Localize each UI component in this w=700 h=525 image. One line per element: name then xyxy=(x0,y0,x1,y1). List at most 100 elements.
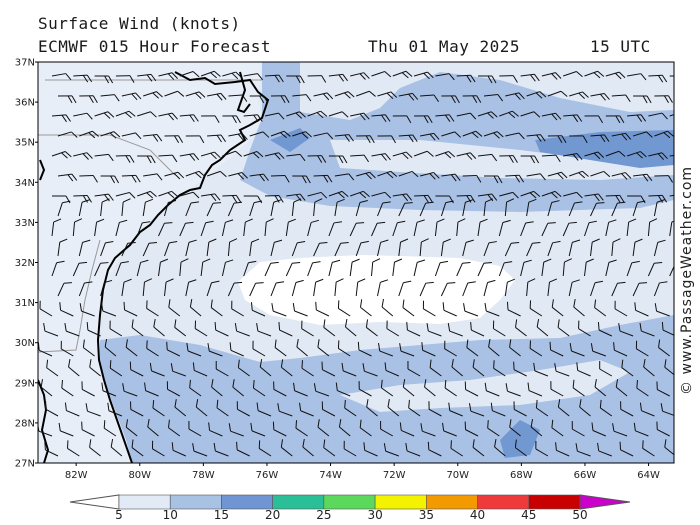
wind-barb xyxy=(103,420,117,437)
wind-barb xyxy=(462,199,474,217)
wind-barb xyxy=(398,134,418,143)
wind-barb xyxy=(419,201,434,217)
wind-barb xyxy=(158,258,169,277)
wind-barb xyxy=(110,438,123,457)
wind-barb xyxy=(334,241,349,257)
forecast-model-label: ECMWF 015 Hour Forecast xyxy=(38,37,272,56)
wind-barb xyxy=(584,220,597,237)
wind-barb xyxy=(584,115,603,124)
wind-barb xyxy=(315,301,330,317)
wind-barb xyxy=(441,131,462,138)
wind-barb xyxy=(94,218,105,237)
wind-barb xyxy=(483,241,497,257)
wind-barb xyxy=(101,302,117,317)
wind-barb xyxy=(349,258,360,277)
wind-barb xyxy=(462,281,476,297)
wind-barb xyxy=(179,153,200,161)
wind-barb xyxy=(590,134,610,143)
wind-barb xyxy=(434,260,449,277)
wind-barb xyxy=(562,258,572,277)
wind-barb xyxy=(137,155,156,164)
wind-barb xyxy=(104,338,117,357)
wind-barb xyxy=(58,422,74,437)
wind-barb xyxy=(464,381,479,397)
wind-barb xyxy=(285,218,296,237)
forecast-time: 15 UTC xyxy=(590,37,651,56)
scale-label: 30 xyxy=(367,508,382,522)
wind-barb xyxy=(669,218,674,237)
wind-barb xyxy=(362,363,378,377)
wind-barb xyxy=(143,134,163,142)
lat-label: 31N xyxy=(15,298,35,309)
wind-barb xyxy=(569,342,585,357)
wind-barb xyxy=(399,422,415,437)
land-area xyxy=(38,62,262,463)
wind-barb xyxy=(499,155,518,163)
wind-barb xyxy=(264,112,285,120)
wind-barb xyxy=(144,382,159,397)
wind-barb xyxy=(563,191,583,199)
axis-ticks xyxy=(35,61,650,466)
wind-barb xyxy=(387,399,400,417)
wind-barb xyxy=(73,152,93,160)
wind-barb xyxy=(334,134,354,142)
wind-barb xyxy=(535,399,549,417)
wind-barb xyxy=(477,262,492,277)
wind-barb xyxy=(278,322,293,337)
wind-barb xyxy=(407,360,421,377)
wind-barb xyxy=(578,320,591,337)
wind-barb xyxy=(434,218,445,237)
wind-barb xyxy=(168,419,181,437)
wind-barb xyxy=(122,383,138,397)
wind-barb xyxy=(456,218,466,237)
wind-barb xyxy=(164,90,185,97)
wind-barb xyxy=(51,151,72,159)
wind-barb xyxy=(492,320,506,337)
wind-barb xyxy=(669,75,674,77)
wind-barb xyxy=(271,303,287,317)
wind-barb xyxy=(46,359,59,377)
wind-barb xyxy=(541,112,562,121)
wind-barb xyxy=(547,278,558,297)
wind-barb xyxy=(109,360,123,377)
wind-barb xyxy=(550,381,564,397)
wind-barb xyxy=(328,221,342,237)
wind-barb xyxy=(307,75,327,83)
calm-wind-area xyxy=(238,255,515,325)
wind-barb xyxy=(343,440,357,457)
wind-barb xyxy=(584,151,605,160)
wind-barb xyxy=(158,154,178,163)
wind-barb xyxy=(171,442,187,457)
scale-segment xyxy=(528,494,581,510)
coastline xyxy=(236,71,251,114)
wind-barb xyxy=(201,193,221,202)
wind-barb xyxy=(227,201,243,217)
wind-barb xyxy=(213,442,229,457)
wind-barb xyxy=(146,300,159,317)
wind-barb xyxy=(185,170,206,179)
latitude-labels: 37N 36N 35N 34N 33N 32N 31N 30N 29N 28N 27N xyxy=(15,58,35,470)
wind-barb xyxy=(505,383,521,397)
wind-barb xyxy=(158,190,179,199)
wind-barb xyxy=(292,302,308,317)
wind-barb xyxy=(573,298,585,317)
wind-barb xyxy=(249,200,263,217)
wind-barb xyxy=(280,439,293,457)
wind-barb xyxy=(613,342,628,357)
wind-barb xyxy=(121,198,131,217)
wind-barb xyxy=(85,403,101,417)
wind-barb xyxy=(243,218,253,237)
wind-barb xyxy=(286,75,305,84)
wind-barb xyxy=(164,135,184,144)
wind-barb xyxy=(648,74,668,83)
wind-barb xyxy=(590,238,600,257)
scale-label: 20 xyxy=(265,508,280,522)
wind-barb xyxy=(313,132,334,140)
wind-barb xyxy=(115,75,135,83)
wind-barb xyxy=(442,302,457,317)
wind-barb xyxy=(590,280,604,297)
wind-barb xyxy=(121,278,132,297)
wind-barb xyxy=(207,343,223,357)
wind-barb xyxy=(653,199,665,217)
forecast-date: Thu 01 May 2025 xyxy=(368,37,520,56)
